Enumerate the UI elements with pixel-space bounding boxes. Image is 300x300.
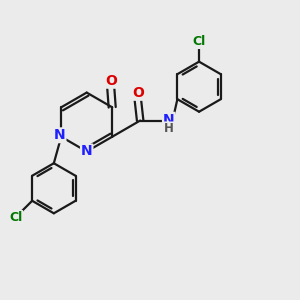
Text: Cl: Cl xyxy=(192,35,206,48)
Text: H: H xyxy=(164,122,174,135)
Text: O: O xyxy=(132,86,144,100)
Text: N: N xyxy=(163,113,175,127)
Text: O: O xyxy=(105,74,117,88)
Text: Cl: Cl xyxy=(9,211,22,224)
Text: N: N xyxy=(54,128,65,142)
Text: N: N xyxy=(81,145,92,158)
